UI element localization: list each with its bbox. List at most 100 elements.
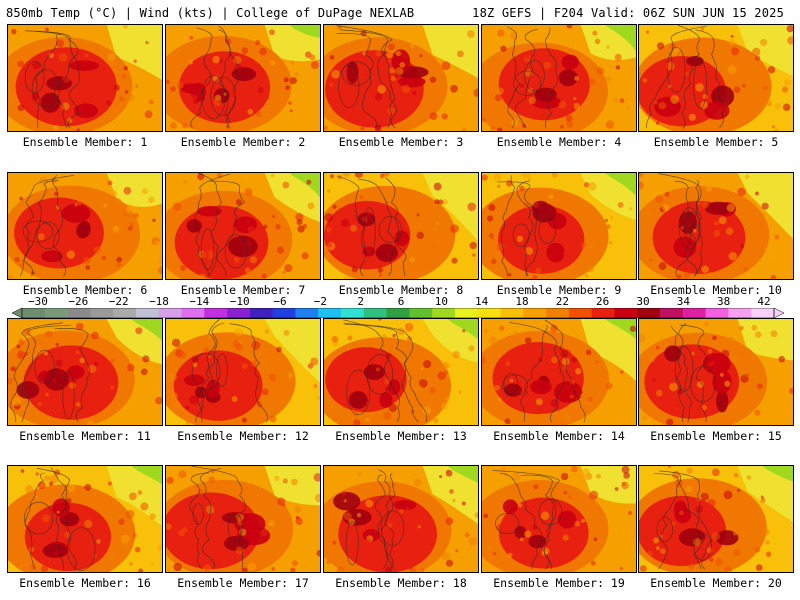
member-map-8 [323, 172, 479, 280]
member-caption-3: Ensemble Member: 3 [338, 135, 464, 149]
colorbar-swatch [249, 308, 273, 318]
colorbar-tick-label: 22 [555, 295, 569, 308]
temperature-field [166, 319, 320, 425]
member-map-1 [7, 24, 163, 132]
colorbar-swatch [22, 308, 46, 318]
colorbar-tick-label: 18 [515, 295, 529, 308]
member-map-12 [165, 318, 321, 426]
temperature-field [639, 25, 793, 131]
temperature-field [482, 466, 636, 572]
colorbar-tick-label: −30 [28, 295, 48, 308]
colorbar-swatch [660, 308, 684, 318]
colorbar-swatch [614, 308, 638, 318]
colorbar-swatch [158, 308, 182, 318]
colorbar-tick-label: 2 [357, 295, 364, 308]
member-caption-12: Ensemble Member: 12 [177, 429, 309, 443]
colorbar-tick-label: −6 [273, 295, 287, 308]
colorbar-swatch [67, 308, 91, 318]
colorbar-swatch [341, 308, 365, 318]
colorbar-swatch [90, 308, 114, 318]
colorbar-swatch [386, 308, 410, 318]
member-map-2 [165, 24, 321, 132]
colorbar-swatch [295, 308, 319, 318]
member-map-4 [481, 24, 637, 132]
member-caption-16: Ensemble Member: 16 [19, 576, 151, 590]
temperature-field [166, 25, 320, 131]
temperature-field [8, 319, 162, 425]
member-caption-6: Ensemble Member: 6 [22, 283, 148, 297]
member-caption-4: Ensemble Member: 4 [496, 135, 622, 149]
colorbar-tick-label: −10 [229, 295, 250, 308]
colorbar-tick-label: 30 [636, 295, 650, 308]
colorbar-swatch [523, 308, 547, 318]
member-caption-2: Ensemble Member: 2 [180, 135, 306, 149]
temperature-field [8, 173, 162, 279]
member-caption-10: Ensemble Member: 10 [650, 283, 782, 297]
colorbar-swatch [591, 308, 615, 318]
temperature-field [482, 173, 636, 279]
colorbar-tick-label: 6 [397, 295, 405, 308]
member-caption-11: Ensemble Member: 11 [19, 429, 151, 443]
member-map-6 [7, 172, 163, 280]
member-caption-13: Ensemble Member: 13 [335, 429, 467, 443]
member-caption-19: Ensemble Member: 19 [493, 576, 625, 590]
colorbar-tick-label: −22 [108, 295, 129, 308]
colorbar-tick-label: −18 [149, 295, 169, 308]
run-valid-time: 18Z GEFS | F204 Valid: 06Z SUN JUN 15 20… [472, 6, 784, 20]
header: 850mb Temp (°C) | Wind (kts) | College o… [0, 0, 800, 22]
member-map-19 [481, 465, 637, 573]
temperature-field [166, 466, 320, 572]
temperature-field [8, 466, 162, 572]
colorbar-tick-label: −2 [313, 295, 327, 308]
temperature-field [324, 466, 478, 572]
colorbar-swatch [204, 308, 228, 318]
temperature-field [324, 173, 478, 279]
member-caption-18: Ensemble Member: 18 [335, 576, 467, 590]
colorbar-tick-label: 14 [475, 295, 489, 308]
temperature-field [324, 319, 478, 425]
colorbar-swatch [454, 308, 479, 318]
member-map-11 [7, 318, 163, 426]
member-caption-15: Ensemble Member: 15 [650, 429, 782, 443]
colorbar-high-arrow [773, 308, 784, 318]
colorbar-swatch [751, 308, 775, 318]
member-map-18 [323, 465, 479, 573]
colorbar-swatch [546, 308, 570, 318]
member-caption-7: Ensemble Member: 7 [180, 283, 306, 297]
member-caption-14: Ensemble Member: 14 [493, 429, 625, 443]
colorbar-low-arrow [12, 308, 23, 318]
member-map-14 [481, 318, 637, 426]
colorbar-swatch [705, 308, 729, 318]
chart-title: 850mb Temp (°C) | Wind (kts) | College o… [6, 6, 415, 20]
colorbar-swatch [568, 308, 592, 318]
temperature-field [482, 25, 636, 131]
colorbar-tick-label: −26 [68, 295, 89, 308]
colorbar-swatch [682, 308, 706, 318]
colorbar-swatch [227, 308, 251, 318]
colorbar-labels: −30 −26 −22 −18 −14 −10 −6 −2 2 6 10 14 18 22 26 30 34 38… [0, 295, 800, 308]
colorbar-swatch [181, 308, 205, 318]
member-caption-9: Ensemble Member: 9 [496, 283, 622, 297]
member-caption-17: Ensemble Member: 17 [177, 576, 309, 590]
colorbar-swatch [135, 308, 160, 318]
member-map-16 [7, 465, 163, 573]
temperature-field [639, 466, 793, 572]
colorbar-swatch [44, 308, 68, 318]
colorbar-swatch [272, 308, 296, 318]
colorbar-swatch [637, 308, 661, 318]
colorbar-swatch [432, 308, 456, 318]
member-map-13 [323, 318, 479, 426]
temperature-field [8, 25, 162, 131]
colorbar-tick-label: −14 [189, 295, 210, 308]
colorbar-swatch [113, 308, 137, 318]
member-map-9 [481, 172, 637, 280]
member-caption-5: Ensemble Member: 5 [653, 135, 779, 149]
colorbar-swatch [500, 308, 524, 318]
colorbar-tick-label: 26 [596, 295, 610, 308]
member-map-10 [638, 172, 794, 280]
temperature-field [482, 319, 636, 425]
colorbar-swatch [363, 308, 387, 318]
member-map-3 [323, 24, 479, 132]
temperature-field [639, 319, 793, 425]
